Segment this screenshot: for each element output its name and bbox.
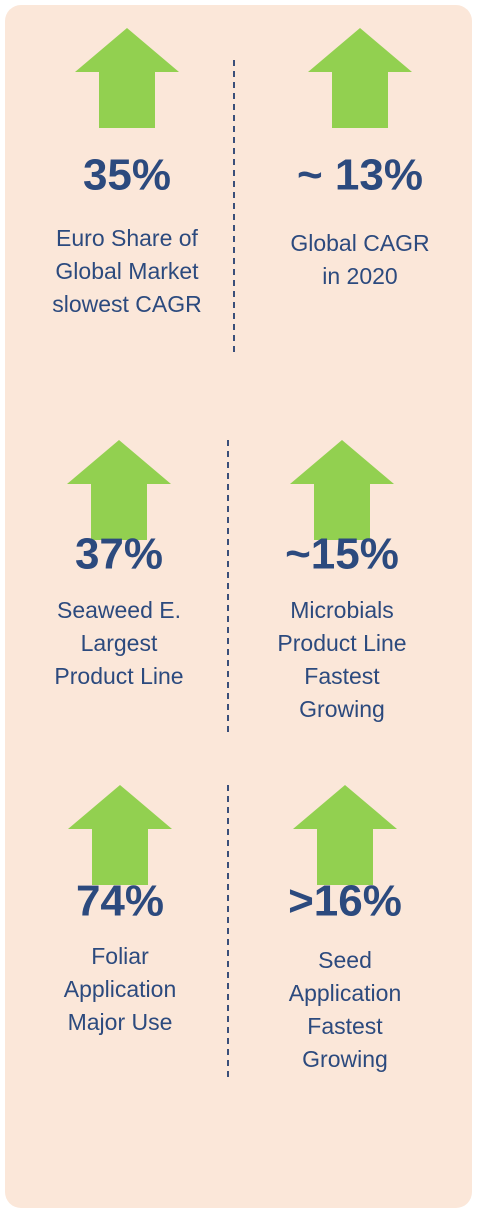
arrow-up-icon <box>68 785 172 885</box>
metric-value: ~ 13% <box>297 151 423 200</box>
arrow-up-icon <box>290 440 394 540</box>
metric-description: Euro Share of <box>56 225 199 251</box>
metric-description: Seaweed E. <box>57 597 181 623</box>
metric-description: Growing <box>302 1046 388 1072</box>
metric-description: Application <box>289 980 402 1006</box>
metric-description: Product Line <box>54 663 183 689</box>
arrow-up-icon <box>75 28 179 128</box>
arrow-up-icon <box>293 785 397 885</box>
metric-description: Fastest <box>307 1013 383 1039</box>
metric-value: >16% <box>288 877 402 926</box>
metric-value: 74% <box>76 877 164 926</box>
panel <box>5 5 472 1208</box>
metric-value: ~15% <box>285 530 399 579</box>
arrow-up-icon <box>67 440 171 540</box>
metric-description: Largest <box>81 630 158 656</box>
metric-description: in 2020 <box>322 263 397 289</box>
metric-description: Product Line <box>277 630 406 656</box>
arrow-up-icon <box>308 28 412 128</box>
metric-value: 35% <box>83 151 171 200</box>
metric-description: slowest CAGR <box>52 291 202 317</box>
metric-description: Growing <box>299 696 385 722</box>
metric-description: Fastest <box>304 663 380 689</box>
metric-description: Seed <box>318 947 372 973</box>
metric-description: Foliar <box>91 943 149 969</box>
metric-value: 37% <box>75 530 163 579</box>
metric-description: Application <box>64 976 177 1002</box>
metric-description: Microbials <box>290 597 394 623</box>
metric-description: Global Market <box>55 258 199 284</box>
metric-description: Major Use <box>68 1009 173 1035</box>
metric-description: Global CAGR <box>290 230 429 256</box>
